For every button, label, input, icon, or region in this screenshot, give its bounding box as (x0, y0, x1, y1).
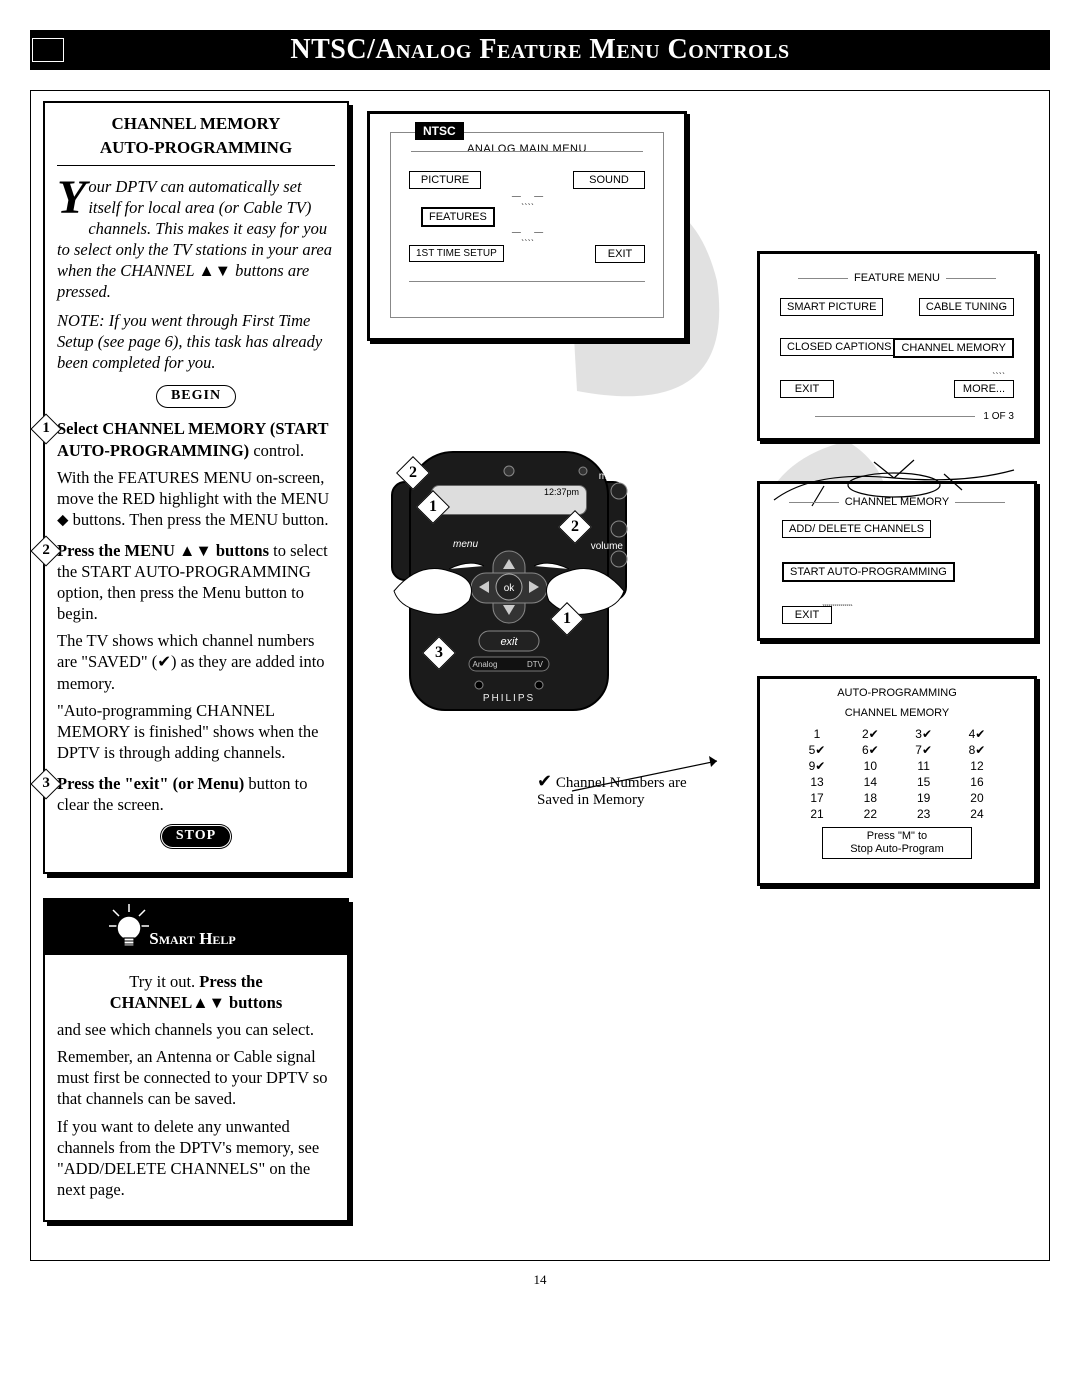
btn-sound: SOUND (573, 171, 645, 189)
channel-cell: 5✔ (797, 743, 837, 757)
lightbulb-icon (105, 904, 145, 944)
intro-text: Your DPTV can automatically set itself f… (57, 176, 335, 303)
channel-cell: 22 (850, 807, 890, 821)
diagram-area: NTSC ANALOG MAIN MENU PICTURE SOUND ⎺ ˎ … (367, 101, 1037, 901)
smart-help-panel: Smart Help Try it out. Press the CHANNEL… (43, 898, 349, 1222)
step1-tail: control. (249, 441, 304, 460)
step3-bold: Press the "exit" (or Menu) (57, 774, 244, 793)
btn-start-auto: START AUTO-PROGRAMMING (782, 562, 955, 582)
channel-cell: 18 (850, 791, 890, 805)
channel-cell: 9✔ (797, 759, 837, 773)
page-number: 14 (534, 1272, 547, 1288)
ntsc-tab: NTSC (415, 122, 464, 140)
note-text: NOTE: If you went through First Time Set… (57, 310, 335, 373)
stop-oval: STOP (161, 825, 231, 848)
channel-cell: 17 (797, 791, 837, 805)
autoprogramming-screen: AUTO-PROGRAMMING CHANNEL MEMORY 1 2✔ 3✔ 4✔ 5… (757, 676, 1037, 886)
btn-closed-captions: CLOSED CAPTIONS (780, 338, 899, 356)
page-icon (32, 38, 64, 62)
panel1-heading-2: AUTO-PROGRAMMING (57, 137, 335, 166)
stop-msg-1: Press "M" to (823, 830, 971, 843)
step2-p3: "Auto-programming CHANNEL MEMORY is fini… (57, 700, 335, 763)
channel-cell: 21 (797, 807, 837, 821)
btn-exit2: EXIT (780, 380, 834, 398)
btn-more: MORE... (954, 380, 1014, 398)
begin-marker: BEGIN (57, 383, 335, 408)
page-frame: CHANNEL MEMORY AUTO-PROGRAMMING Your DPT… (30, 90, 1050, 1261)
channel-cell: 20 (957, 791, 997, 805)
ap-title-2: CHANNEL MEMORY (760, 707, 1034, 719)
remote-dtv-label: DTV (527, 660, 544, 669)
channel-grid: 1 2✔ 3✔ 4✔ 5✔ 6✔ 7✔ 8✔ 9✔ 10 11 12 13 14 15 16 17 18 19 20 2… (797, 727, 997, 821)
channel-cell: 14 (850, 775, 890, 789)
feature-menu-page-indicator: 1 OF 3 (774, 411, 1020, 422)
channel-cell: 11 (904, 759, 944, 773)
btn-smart-picture: SMART PICTURE (780, 298, 883, 316)
sh-p4: If you want to delete any unwanted chann… (57, 1116, 335, 1200)
channel-cell: 19 (904, 791, 944, 805)
btn-features: FEATURES (421, 207, 495, 227)
sh-p3: Remember, an Antenna or Cable signal mus… (57, 1046, 335, 1109)
channel-cell: 16 (957, 775, 997, 789)
channel-memory-screen: CHANNEL MEMORY ADD/ DELETE CHANNELS ˎˎˎˎ… (757, 481, 1037, 641)
btn-channel-memory: CHANNEL MEMORY (893, 338, 1014, 358)
saved-note: ✔ Channel Numbers are Saved in Memory (537, 771, 707, 809)
page-title: NTSC/Analog Feature Menu Controls (30, 30, 1050, 70)
stop-msg-2: Stop Auto-Program (823, 843, 971, 856)
step1-p2: With the FEATURES MENU on-screen, move t… (57, 467, 335, 530)
channel-cell: 2✔ (850, 727, 890, 741)
smart-help-title: Smart Help (149, 929, 236, 948)
remote-brand: PHILIPS (483, 693, 535, 704)
stop-autoprog-box: Press "M" to Stop Auto-Program (822, 827, 972, 859)
stop-marker: STOP (57, 823, 335, 848)
channel-cell: 15 (904, 775, 944, 789)
btn-exit1: EXIT (595, 245, 645, 263)
analog-main-menu-title: ANALOG MAIN MENU (461, 143, 593, 155)
channel-cell: 10 (850, 759, 890, 773)
channel-cell: 24 (957, 807, 997, 821)
remote-ok-label: ok (504, 583, 516, 594)
channel-cell: 3✔ (904, 727, 944, 741)
channel-cell: 23 (904, 807, 944, 821)
channel-cell: 4✔ (957, 727, 997, 741)
btn-exit3: EXIT (782, 606, 832, 624)
step2-bold: Press the MENU ▲▼ buttons (57, 541, 273, 560)
btn-add-delete: ADD/ DELETE CHANNELS (782, 520, 931, 538)
btn-picture: PICTURE (409, 171, 481, 189)
begin-oval: BEGIN (156, 385, 236, 408)
channel-cell: 1 (797, 727, 837, 741)
feature-menu-screen: FEATURE MENU SMART PICTURE CABLE TUNING … (757, 251, 1037, 441)
chmem-title: CHANNEL MEMORY (772, 496, 1022, 508)
step-3: 3 Press the "exit" (or Menu) button to c… (57, 773, 335, 815)
remote-illustration: 12:37pm mute volume menu ok exit Analog … (409, 451, 609, 711)
sh-p1a: Try it out. (129, 972, 199, 991)
channel-cell: 8✔ (957, 743, 997, 757)
instructions-panel: CHANNEL MEMORY AUTO-PROGRAMMING Your DPT… (43, 101, 349, 874)
ntsc-screen: NTSC ANALOG MAIN MENU PICTURE SOUND ⎺ ˎ … (367, 111, 687, 341)
remote-exit-label: exit (500, 636, 518, 648)
channel-cell: 7✔ (904, 743, 944, 757)
sh-p2: and see which channels you can select. (57, 1019, 335, 1040)
channel-cell: 6✔ (850, 743, 890, 757)
channel-cell: 12 (957, 759, 997, 773)
smart-help-title-bar: Smart Help (45, 900, 347, 955)
step2-p2: The TV shows which channel numbers are "… (57, 630, 335, 693)
feature-menu-title: FEATURE MENU (774, 272, 1020, 284)
step-2: 2 Press the MENU ▲▼ buttons to select th… (57, 540, 335, 763)
ap-title-1: AUTO-PROGRAMMING (760, 687, 1034, 699)
channel-cell: 13 (797, 775, 837, 789)
remote-analog-label: Analog (473, 660, 498, 669)
step-1: 1 Select CHANNEL MEMORY (START AUTO-PROG… (57, 418, 335, 530)
panel1-heading-1: CHANNEL MEMORY (57, 113, 335, 135)
btn-first-time: 1ST TIME SETUP (409, 245, 504, 262)
